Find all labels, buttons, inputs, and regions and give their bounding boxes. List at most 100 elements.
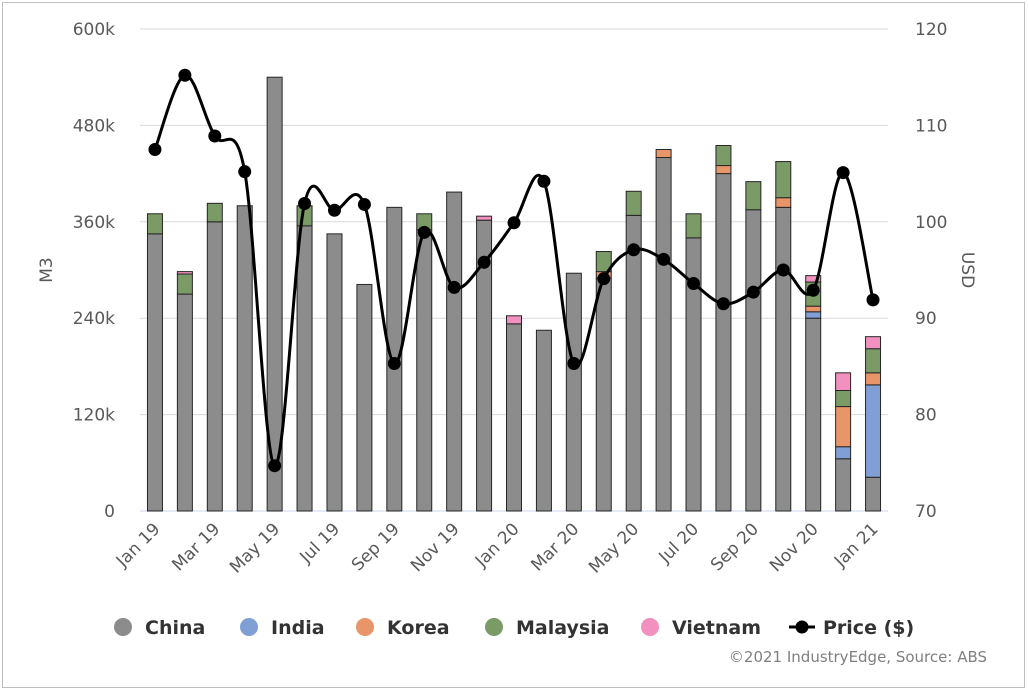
bar-vietnam [506, 315, 522, 325]
bar-china [296, 225, 313, 512]
price-point [567, 357, 581, 371]
legend-swatch-korea [356, 618, 374, 636]
bar-china [356, 283, 373, 512]
bar-malaysia [775, 161, 792, 199]
y2-axis-ticks: 70 80 90 100 110 120 [915, 20, 947, 522]
bar-china [506, 323, 522, 512]
price-point [806, 283, 820, 297]
bar-malaysia [146, 213, 163, 235]
y2-axis-title: USD [957, 252, 977, 288]
bar-india [805, 311, 822, 319]
bar-china [236, 205, 253, 512]
x-tick-label: Jul 20 [655, 519, 703, 567]
x-tick-label: Jan 20 [471, 519, 524, 572]
x-tick-label: Sep 19 [348, 519, 404, 575]
source-note: ©2021 IndustryEdge, Source: ABS [729, 648, 987, 666]
y2-tick-label: 100 [915, 213, 947, 233]
bar-vietnam [805, 275, 822, 283]
price-point [417, 225, 431, 239]
bar-china [865, 476, 882, 512]
price-point [507, 216, 521, 230]
legend-label: Malaysia [516, 617, 610, 639]
legend-label: India [271, 617, 325, 639]
price-point [866, 293, 880, 307]
legend-label: Price ($) [823, 617, 914, 639]
y-tick-label: 480k [73, 116, 115, 136]
bar-china [146, 233, 163, 512]
price-point [268, 459, 282, 473]
price-point [327, 203, 341, 217]
bar-china [266, 76, 283, 512]
x-tick-label: Mar 20 [527, 519, 583, 575]
bar-china [625, 214, 642, 512]
price-point [776, 263, 790, 277]
price-point [597, 272, 611, 286]
bar-china [535, 329, 552, 512]
legend: China India Korea Malaysia Vietnam Price ($) [114, 617, 914, 639]
bar-china [565, 272, 582, 512]
price-line [148, 68, 880, 473]
y2-tick-label: 80 [915, 406, 937, 426]
x-tick-label: Nov 20 [766, 519, 823, 576]
bar-china [715, 173, 732, 512]
bar-malaysia [865, 348, 882, 374]
x-tick-label: Sep 20 [707, 519, 763, 575]
y-axis-title: M3 [37, 257, 57, 282]
x-tick-label: Mar 19 [168, 519, 224, 575]
y-tick-label: 600k [73, 20, 115, 40]
legend-swatch-china [114, 618, 132, 636]
price-point [238, 165, 252, 179]
bar-china [206, 221, 223, 512]
x-tick-label: Jan 21 [830, 519, 883, 572]
price-point [746, 285, 760, 299]
bar-korea [655, 149, 672, 159]
bar-vietnam [865, 336, 882, 350]
y2-tick-label: 120 [915, 20, 947, 40]
bar-malaysia [595, 251, 612, 273]
bar-china [835, 458, 852, 512]
bar-malaysia [685, 213, 702, 239]
bar-korea [805, 305, 822, 313]
bar-china [595, 277, 612, 512]
bar-korea [865, 372, 882, 386]
y-tick-label: 0 [104, 502, 115, 522]
x-axis-ticks: Jan 19 Mar 19 May 19 Jul 19 Sep 19 Nov 19 Jan … [112, 519, 883, 577]
bar-malaysia [745, 181, 762, 211]
bar-malaysia [176, 273, 193, 295]
y2-tick-label: 110 [915, 116, 947, 136]
bar-china [326, 233, 343, 512]
price-point [148, 143, 162, 156]
y-tick-label: 240k [73, 309, 115, 329]
price-point [687, 276, 701, 290]
price-point [447, 280, 461, 294]
bar-malaysia [625, 190, 642, 216]
price-point [716, 297, 730, 311]
bar-vietnam [476, 215, 493, 221]
x-tick-label: May 20 [585, 519, 643, 577]
x-tick-label: May 19 [226, 519, 284, 577]
price-point [208, 129, 222, 143]
bar-china [416, 229, 433, 512]
legend-swatch-vietnam [641, 618, 659, 636]
price-point [298, 196, 312, 210]
legend-swatch-india [240, 618, 258, 636]
bar-china [805, 317, 822, 512]
bar-korea [715, 165, 732, 175]
y2-tick-label: 90 [915, 309, 937, 329]
bar-india [835, 446, 852, 460]
bar-vietnam [176, 271, 193, 275]
x-tick-label: Nov 19 [407, 519, 464, 576]
bar-china [446, 191, 463, 512]
bar-china [745, 209, 762, 512]
y-axis-ticks: 0 120k 240k 360k 480k 600k [73, 20, 115, 522]
bar-china [655, 157, 672, 512]
bar-malaysia [715, 144, 732, 167]
bar-malaysia [206, 202, 223, 223]
price-point [357, 197, 371, 211]
y-tick-label: 360k [73, 213, 115, 233]
bar-vietnam [835, 372, 852, 391]
legend-label: China [145, 617, 205, 639]
bar-korea [835, 406, 852, 448]
bar-china [176, 293, 193, 512]
